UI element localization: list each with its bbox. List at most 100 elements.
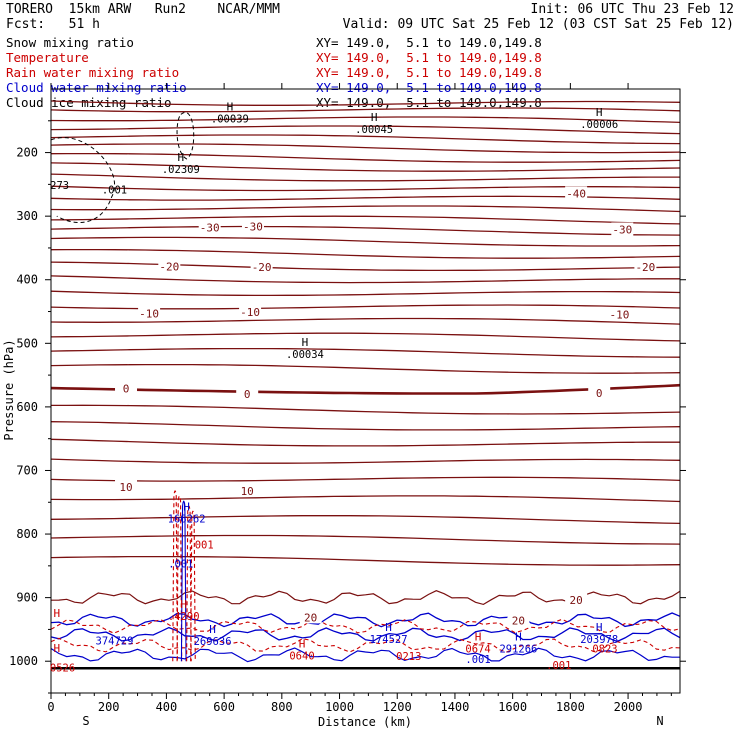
legend-temperature: Temperature bbox=[6, 50, 89, 65]
extremum-value: .00034 bbox=[286, 349, 324, 361]
freezing-line bbox=[50, 383, 681, 395]
isotherm-line bbox=[50, 134, 681, 145]
isotherm-line bbox=[50, 555, 681, 566]
isotherm-line bbox=[50, 363, 681, 374]
isotherm-label: -10 bbox=[139, 307, 159, 320]
isotherm-line bbox=[50, 205, 681, 213]
convective-tower-contour bbox=[190, 510, 196, 662]
isotherm-line bbox=[50, 100, 681, 106]
isotherm-label: 20 bbox=[304, 611, 317, 624]
extremum-marker: H bbox=[178, 151, 185, 164]
isotherm-label: 20 bbox=[512, 615, 525, 628]
init-time: Init: 06 UTC Thu 23 Feb 12 bbox=[530, 2, 735, 17]
extremum-marker: H bbox=[371, 111, 378, 124]
x-tick-label: 800 bbox=[271, 700, 293, 714]
south-label: S bbox=[82, 714, 89, 728]
isotherm-line bbox=[50, 290, 681, 297]
extremum-marker: H bbox=[596, 621, 603, 634]
extremum-value: 291266 bbox=[499, 644, 537, 656]
isotherm-label-bg bbox=[608, 307, 631, 321]
hydrometeor-contour bbox=[50, 647, 680, 663]
isotherm-line bbox=[50, 215, 681, 225]
extremum-value: .00039 bbox=[211, 113, 249, 125]
isotherm-label-bg bbox=[158, 259, 181, 273]
extremum-marker: H bbox=[227, 100, 234, 113]
extremum-marker: H bbox=[385, 621, 392, 634]
isotherm-label: -30 bbox=[200, 222, 220, 235]
legend-rain: Rain water mixing ratio bbox=[6, 65, 180, 80]
hydrometeor-contour bbox=[50, 612, 681, 628]
y-tick-label: 900 bbox=[16, 591, 38, 605]
isotherm-line bbox=[50, 458, 681, 464]
legend-snow-xy: XY= 149.0, 5.1 to 149.0,149.8 bbox=[316, 35, 542, 50]
isotherm-label-bg bbox=[507, 613, 530, 627]
extremum-value: 0213 bbox=[396, 651, 421, 663]
isotherm-label: -10 bbox=[609, 309, 629, 322]
extremum-marker: H bbox=[53, 642, 60, 655]
cloud-ice-contour bbox=[50, 137, 116, 224]
forecast-hour: Fcst: 51 h bbox=[6, 17, 100, 32]
legend-cloud-water-xy: XY= 149.0, 5.1 to 149.0,149.8 bbox=[316, 80, 542, 95]
y-tick-label: 1000 bbox=[9, 654, 38, 668]
y-axis-label: Pressure (hPa) bbox=[2, 339, 16, 440]
x-tick-label: 2000 bbox=[614, 700, 643, 714]
isotherm-label-bg bbox=[634, 260, 657, 274]
isotherm-line bbox=[50, 332, 681, 342]
isotherm-line bbox=[50, 317, 681, 325]
isotherm-line bbox=[50, 515, 681, 525]
convective-tower-contour bbox=[172, 490, 178, 662]
x-tick-label: 0 bbox=[47, 700, 54, 714]
extremum-marker: H bbox=[53, 607, 60, 620]
valid-time: Valid: 09 UTC Sat 25 Feb 12 (03 CST Sat … bbox=[342, 17, 734, 32]
extremum-value: 0640 bbox=[289, 651, 314, 663]
isotherm-line bbox=[50, 421, 681, 431]
hydrometeor-contour bbox=[50, 618, 681, 634]
isotherm-line bbox=[51, 404, 681, 415]
y-tick-label: 800 bbox=[16, 527, 38, 541]
isotherm-label-bg bbox=[241, 219, 264, 233]
isotherm-label: 10 bbox=[241, 485, 254, 498]
north-label: N bbox=[656, 714, 663, 728]
extremum-value: 273 bbox=[50, 180, 69, 192]
x-tick-label: 1400 bbox=[440, 700, 469, 714]
convective-tower-contour bbox=[176, 495, 183, 662]
isotherm-label: 0 bbox=[123, 382, 130, 395]
convective-tower-contour bbox=[180, 500, 187, 662]
extremum-value: .02309 bbox=[162, 164, 200, 176]
isotherm-line bbox=[50, 125, 681, 135]
isotherm-line bbox=[50, 476, 681, 482]
isotherm-line bbox=[50, 248, 681, 259]
isotherm-label: -20 bbox=[635, 261, 655, 274]
isotherm-line bbox=[50, 162, 681, 172]
extremum-marker: H bbox=[596, 106, 603, 119]
isotherm-line bbox=[50, 261, 681, 272]
extremum-value: 0674 bbox=[465, 644, 490, 656]
extremum-value: 374729 bbox=[96, 635, 134, 647]
extremum-marker: H bbox=[515, 631, 522, 644]
isotherm-label-bg bbox=[611, 222, 634, 236]
extremum-value: .4290 bbox=[168, 611, 200, 623]
isotherm-label-bg bbox=[250, 260, 273, 274]
isotherm-line bbox=[50, 225, 681, 236]
extremum-value: 174527 bbox=[370, 634, 408, 646]
isotherm-line bbox=[50, 275, 680, 284]
isotherm-line bbox=[50, 495, 681, 503]
legend-rain-xy: XY= 149.0, 5.1 to 149.0,149.8 bbox=[316, 65, 542, 80]
legend-snow: Snow mixing ratio bbox=[6, 35, 134, 50]
y-tick-label: 300 bbox=[16, 209, 38, 223]
isotherm-label: -40 bbox=[566, 187, 586, 200]
x-tick-label: 1200 bbox=[383, 700, 412, 714]
extremum-value: .001 bbox=[465, 654, 490, 666]
isotherm-label-bg bbox=[115, 381, 138, 395]
extremum-marker: H bbox=[302, 336, 309, 349]
isotherm-label-bg bbox=[115, 480, 138, 494]
hydrometeor-contour bbox=[50, 626, 681, 643]
isotherm-label-bg bbox=[236, 387, 259, 401]
model-title: TORERO 15km ARW Run2 NCAR/MMM bbox=[6, 2, 280, 17]
hydrometeor-contour bbox=[50, 637, 681, 653]
isotherm-label-bg bbox=[565, 186, 588, 200]
isotherm-label: -10 bbox=[240, 306, 260, 319]
isotherm-label-bg bbox=[138, 306, 161, 320]
x-tick-label: 1600 bbox=[498, 700, 527, 714]
